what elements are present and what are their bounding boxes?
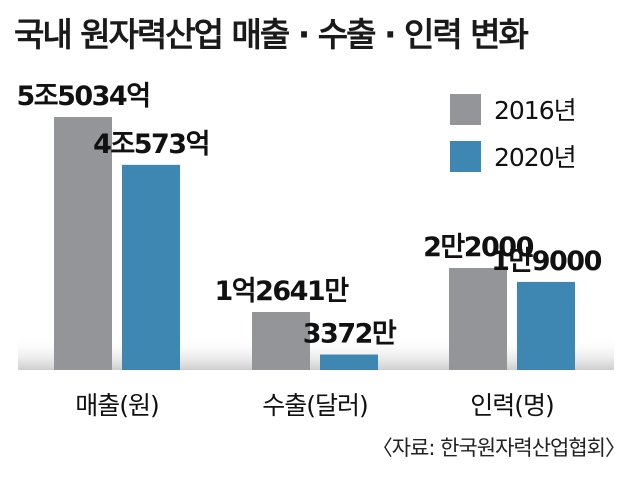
chart-title: 국내 원자력산업 매출 · 수출 · 인력 변화 — [14, 15, 529, 54]
data-label: 2만2000 — [423, 232, 533, 263]
legend-label: 2016년 — [494, 96, 576, 125]
legend: 2016년 2020년 — [450, 94, 577, 172]
bar-2016-1 — [252, 312, 310, 370]
data-label: 1억2641만 — [214, 276, 349, 307]
source-note: 〈자료: 한국원자력산업협회〉 — [371, 436, 626, 460]
data-label: 5조5034억 — [16, 81, 149, 112]
legend-label: 2020년 — [494, 143, 576, 172]
bar-2016-2 — [449, 268, 507, 370]
category-label: 매출(원) — [75, 391, 159, 420]
category-label: 수출(달러) — [262, 391, 368, 420]
baseline-shadow — [18, 337, 614, 370]
category-label: 인력(명) — [470, 391, 554, 420]
bar-2020-0 — [122, 164, 180, 370]
legend-swatch — [450, 94, 481, 125]
legend-swatch — [450, 141, 481, 172]
bar-2016-0 — [54, 117, 112, 370]
bar-2020-2 — [517, 281, 575, 370]
data-label: 1만9000 — [491, 246, 601, 277]
data-label: 3372만 — [303, 319, 397, 350]
data-label: 4조573억 — [93, 129, 209, 160]
bar-2020-1 — [320, 354, 378, 370]
